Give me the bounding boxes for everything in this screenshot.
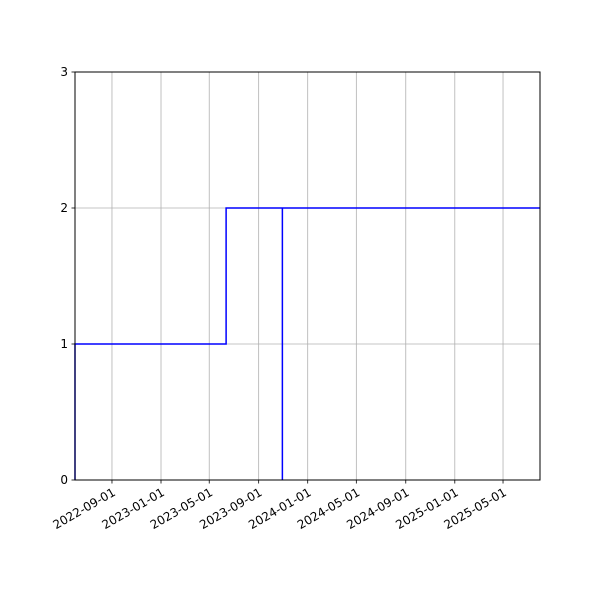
y-axis-ticks: 0 1 2 3 — [60, 65, 75, 487]
series-line — [74, 207, 540, 480]
y-tick-label: 0 — [60, 473, 68, 487]
y-tick-label: 1 — [60, 337, 68, 351]
y-tick-label: 3 — [60, 65, 68, 79]
data-series — [74, 207, 540, 480]
y-tick-label: 2 — [60, 201, 68, 215]
